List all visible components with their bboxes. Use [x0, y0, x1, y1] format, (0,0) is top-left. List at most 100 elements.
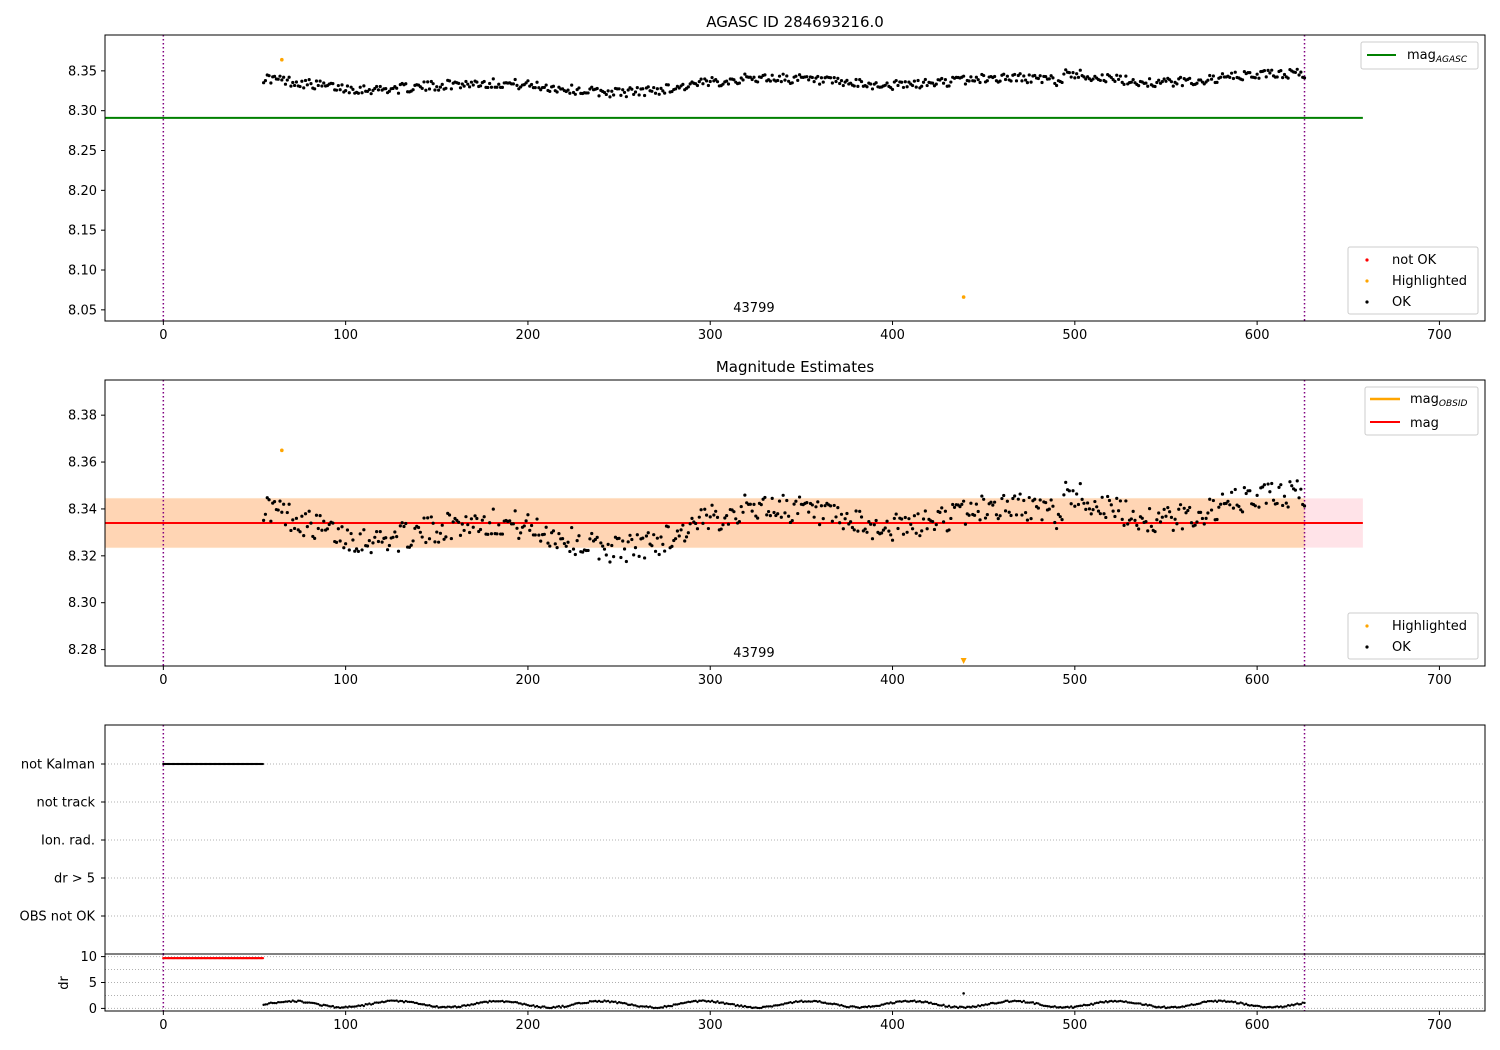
ok-point: [395, 86, 399, 90]
dr-ok-point: [853, 1005, 856, 1008]
ok-point: [1255, 72, 1259, 76]
dr-ok-point: [632, 1004, 635, 1007]
dr-ok-point: [479, 1001, 482, 1004]
ok-point: [766, 509, 771, 514]
dr-ok-point: [1152, 1005, 1155, 1008]
dr-ok-point: [493, 1000, 497, 1003]
dr-ok-point: [461, 1004, 464, 1007]
dr-ok-point: [905, 1000, 909, 1003]
ok-point: [630, 87, 634, 91]
dr-ok-point: [865, 1005, 869, 1009]
ok-point: [1178, 75, 1183, 79]
ok-point: [644, 534, 649, 538]
ok-point: [1049, 498, 1053, 502]
ok-point: [548, 89, 552, 94]
ok-point: [263, 79, 268, 83]
dr-ok-point: [882, 1003, 885, 1006]
flag-label: dr > 5: [54, 872, 95, 887]
ok-point: [1024, 511, 1028, 515]
dr-ok-point: [338, 1006, 342, 1010]
dr-ok-point: [1172, 1005, 1175, 1009]
dr-ok-point: [448, 1005, 451, 1008]
ok-point: [768, 514, 772, 518]
ok-point: [874, 518, 878, 523]
dr-ok-point: [380, 1000, 384, 1003]
ok-point: [856, 84, 860, 88]
ok-point: [495, 532, 499, 536]
ok-point: [431, 521, 435, 525]
dr-ok-point: [820, 1001, 823, 1004]
ok-point: [307, 509, 311, 513]
dr-ok-point: [650, 1006, 654, 1009]
ok-point: [872, 523, 876, 527]
ok-point: [1180, 527, 1184, 531]
ok-point: [1146, 529, 1150, 533]
ok-point: [1299, 487, 1303, 491]
dr-ok-point: [484, 1000, 488, 1003]
ok-point: [349, 85, 353, 89]
ok-point: [489, 532, 494, 536]
dr-ok-point: [472, 1003, 475, 1006]
dr-ok-point: [690, 1000, 694, 1003]
dr-ok-point: [714, 1001, 717, 1004]
dr-ok-point: [1135, 1002, 1139, 1005]
dr-ok-point: [993, 1002, 996, 1005]
ok-point: [743, 493, 747, 497]
ok-point: [962, 74, 966, 78]
dr-ok-point: [962, 1006, 965, 1009]
dr-ok-point: [836, 1003, 840, 1006]
ok-point: [839, 512, 844, 516]
dr-ok-point: [1210, 999, 1213, 1003]
dr-ok-point: [811, 1000, 814, 1003]
dr-ok-point: [687, 1000, 690, 1004]
dr-ok-point: [1266, 1005, 1270, 1009]
dr-ok-point: [519, 1002, 522, 1005]
dr-ok-point: [1292, 1004, 1295, 1007]
dr-ok-point: [891, 1002, 894, 1005]
ok-point: [816, 74, 820, 79]
dr-ok-point: [328, 1005, 331, 1008]
ok-point: [739, 504, 743, 509]
ok-point: [632, 92, 636, 97]
ok-point: [821, 517, 825, 521]
ok-point: [659, 535, 663, 539]
dr-ok-point: [634, 1004, 637, 1007]
dr-ok-point: [579, 1002, 582, 1005]
dr-ok-point: [863, 1005, 867, 1008]
ok-point: [1020, 79, 1024, 83]
ok-point: [921, 80, 926, 84]
dr-ok-point: [792, 1000, 796, 1004]
ok-point: [885, 519, 889, 523]
ok-point: [1268, 490, 1272, 494]
ok-point: [1279, 68, 1283, 73]
dr-ok-point: [986, 1003, 989, 1006]
ok-point: [1106, 494, 1110, 499]
dr-ok-point: [393, 999, 397, 1002]
dr-ok-point: [670, 1004, 674, 1008]
panel4-xtick-label: 700: [1427, 1018, 1452, 1033]
ok-point: [1297, 496, 1301, 500]
ok-point: [1014, 513, 1019, 517]
ok-point: [466, 82, 470, 86]
ok-point: [974, 75, 978, 79]
dr-ok-point: [1131, 1001, 1135, 1005]
ok-point: [1177, 507, 1181, 511]
dr-ok-point: [1064, 1005, 1067, 1009]
panel2-ytick-label: 8.36: [68, 456, 97, 471]
ok-point: [1233, 70, 1237, 74]
dr-ok-point: [729, 1002, 732, 1006]
dr-ok-point: [971, 1005, 974, 1008]
dr-ok-point: [340, 1006, 344, 1009]
dr-ok-point: [1181, 1005, 1184, 1008]
dr-ok-point: [987, 1002, 991, 1006]
ok-point: [460, 82, 464, 86]
ok-point: [996, 517, 1000, 521]
dr-ok-point: [1177, 1006, 1180, 1009]
dr-ok-point: [924, 1000, 927, 1003]
ok-point: [1027, 73, 1031, 77]
dr-ok-point: [1020, 1000, 1024, 1004]
ok-point: [464, 79, 468, 84]
dr-ok-point: [417, 1002, 420, 1006]
dr-ok-point: [667, 1004, 670, 1008]
legend-highlighted-label: Highlighted: [1392, 274, 1467, 289]
